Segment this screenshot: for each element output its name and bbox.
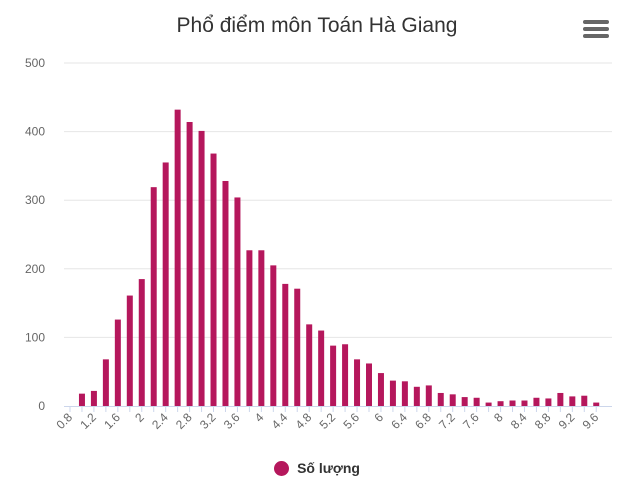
y-tick-label: 400 xyxy=(25,125,45,139)
circle-marker-icon xyxy=(274,460,290,476)
bar[interactable] xyxy=(437,392,444,406)
bar[interactable] xyxy=(258,250,265,406)
bar[interactable] xyxy=(557,392,564,406)
x-tick-label: 4.8 xyxy=(293,410,315,432)
bar[interactable] xyxy=(306,324,313,406)
bar[interactable] xyxy=(162,162,169,406)
bar[interactable] xyxy=(461,397,468,406)
bar[interactable] xyxy=(593,402,600,406)
bar[interactable] xyxy=(114,319,121,406)
y-tick-label: 200 xyxy=(25,262,45,276)
y-tick-label: 0 xyxy=(38,399,45,413)
x-tick-label: 4 xyxy=(252,410,267,425)
bar[interactable] xyxy=(78,393,85,406)
bar[interactable] xyxy=(497,401,504,406)
bar[interactable] xyxy=(425,385,432,406)
x-tick-label: 2.8 xyxy=(173,410,195,432)
bar[interactable] xyxy=(282,283,289,406)
x-tick-label: 5.2 xyxy=(317,410,339,432)
y-tick-label: 300 xyxy=(25,193,45,207)
x-tick-label: 8.8 xyxy=(532,410,554,432)
bar[interactable] xyxy=(330,345,337,406)
bar[interactable] xyxy=(473,397,480,406)
bar[interactable] xyxy=(234,197,241,406)
menu-line-icon xyxy=(583,20,609,24)
bar[interactable] xyxy=(366,363,372,406)
bar[interactable] xyxy=(102,359,109,406)
x-tick-label: 9.6 xyxy=(580,410,602,432)
y-tick-label: 500 xyxy=(25,56,45,70)
bar[interactable] xyxy=(126,295,133,406)
x-tick-label: 6 xyxy=(371,410,386,425)
bar[interactable] xyxy=(521,400,528,406)
x-tick-label: 7.6 xyxy=(460,410,482,432)
menu-line-icon xyxy=(583,27,609,31)
legend-item-so-luong[interactable]: Số lượng xyxy=(274,460,360,476)
bar[interactable] xyxy=(377,373,384,406)
x-tick-label: 7.2 xyxy=(436,410,458,432)
chart-title: Phổ điểm môn Toán Hà Giang xyxy=(176,14,458,37)
chart-legend: Số lượng xyxy=(0,460,634,481)
x-tick-label: 8 xyxy=(491,410,506,425)
x-tick-label: 6.8 xyxy=(412,410,434,432)
bar[interactable] xyxy=(174,109,181,406)
bar[interactable] xyxy=(533,397,540,406)
bar[interactable] xyxy=(222,180,229,406)
x-tick-label: 6.4 xyxy=(388,410,410,432)
x-tick-label: 2 xyxy=(132,410,147,425)
bar[interactable] xyxy=(449,394,456,406)
bar[interactable] xyxy=(401,381,408,406)
x-tick-label: 4.4 xyxy=(269,410,291,432)
bar[interactable] xyxy=(186,121,193,406)
x-tick-label: 0.8 xyxy=(53,410,75,432)
bar[interactable] xyxy=(210,153,217,406)
hamburger-menu-icon[interactable] xyxy=(583,20,609,42)
x-tick-label: 3.6 xyxy=(221,410,243,432)
menu-line-icon xyxy=(583,34,609,38)
x-tick-label: 8.4 xyxy=(508,410,530,432)
bar[interactable] xyxy=(413,386,420,406)
legend-label: Số lượng xyxy=(297,460,360,476)
bar[interactable] xyxy=(270,265,277,406)
x-tick-label: 1.6 xyxy=(101,410,123,432)
bar[interactable] xyxy=(138,279,145,406)
bar[interactable] xyxy=(354,359,361,406)
bar[interactable] xyxy=(581,395,588,406)
bar[interactable] xyxy=(318,330,325,406)
bar[interactable] xyxy=(246,250,253,406)
bar[interactable] xyxy=(485,402,492,406)
y-tick-label: 100 xyxy=(25,330,45,344)
bar[interactable] xyxy=(150,187,157,406)
bar[interactable] xyxy=(389,380,396,406)
x-tick-label: 5.6 xyxy=(340,410,362,432)
bar[interactable] xyxy=(198,130,205,406)
bar[interactable] xyxy=(342,344,349,406)
x-tick-label: 1.2 xyxy=(77,410,99,432)
bar[interactable] xyxy=(569,396,576,406)
bar[interactable] xyxy=(90,390,97,406)
bar[interactable] xyxy=(509,400,516,406)
x-tick-label: 3.2 xyxy=(197,410,219,432)
bar[interactable] xyxy=(545,398,552,406)
x-tick-label: 2.4 xyxy=(149,410,171,432)
bar[interactable] xyxy=(294,288,301,406)
x-tick-label: 9.2 xyxy=(556,410,578,432)
